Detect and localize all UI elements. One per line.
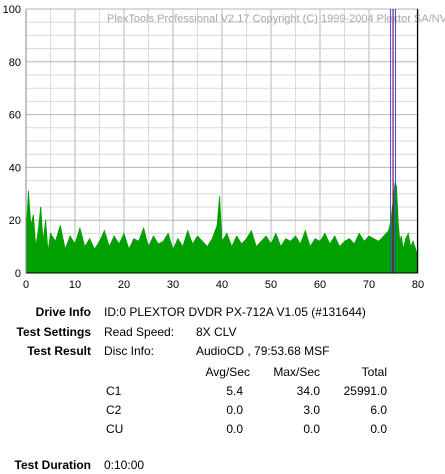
drive-info-label: Drive Info [35,305,91,319]
y-tick-label: 100 [3,4,21,16]
row-name: C2 [106,403,122,417]
x-tick-label: 50 [265,279,277,291]
y-tick-label: 0 [15,268,21,280]
row-max: 34.0 [296,384,320,398]
x-tick-label: 70 [363,279,375,291]
test-settings-label: Test Settings [16,325,91,339]
x-tick-label: 40 [216,279,228,291]
row-avg: 5.4 [226,384,243,398]
x-tick-label: 10 [69,279,81,291]
column-header-avg: Avg/Sec [205,365,250,379]
y-tick-label: 60 [9,110,21,122]
row-total: 6.0 [370,403,387,417]
y-tick-label: 80 [9,57,21,69]
x-tick-label: 30 [167,279,179,291]
x-tick-label: 0 [23,279,29,291]
disc-info-value: AudioCD , 79:53.68 MSF [196,344,330,358]
column-header-max: Max/Sec [273,365,320,379]
row-avg: 0.0 [226,422,243,436]
column-header-total: Total [361,365,387,379]
test-duration-label: Test Duration [14,458,91,472]
read-speed-label: Read Speed: [104,325,175,339]
x-tick-label: 20 [118,279,130,291]
test-result-label: Test Result [27,344,91,358]
row-total: 0.0 [370,422,387,436]
read-speed-value: 8X CLV [196,325,237,339]
drive-info-value: ID:0 PLEXTOR DVDR PX-712A V1.05 (#131644… [104,305,366,319]
test-duration-value: 0:10:00 [104,458,145,472]
x-tick-label: 60 [314,279,326,291]
chart-title: PlexTools Professional V2.17 Copyright (… [107,13,445,25]
x-tick-label: 80 [412,279,424,291]
row-max: 0.0 [303,422,320,436]
row-avg: 0.0 [226,403,243,417]
row-total: 25991.0 [343,384,387,398]
row-max: 3.0 [303,403,320,417]
y-tick-label: 20 [9,215,21,227]
c1-error-chart: PlexTools Professional V2.17 Copyright (… [3,4,445,291]
row-name: CU [106,422,124,436]
y-tick-label: 40 [9,162,21,174]
disc-info-label: Disc Info: [104,344,155,358]
row-name: C1 [106,384,122,398]
